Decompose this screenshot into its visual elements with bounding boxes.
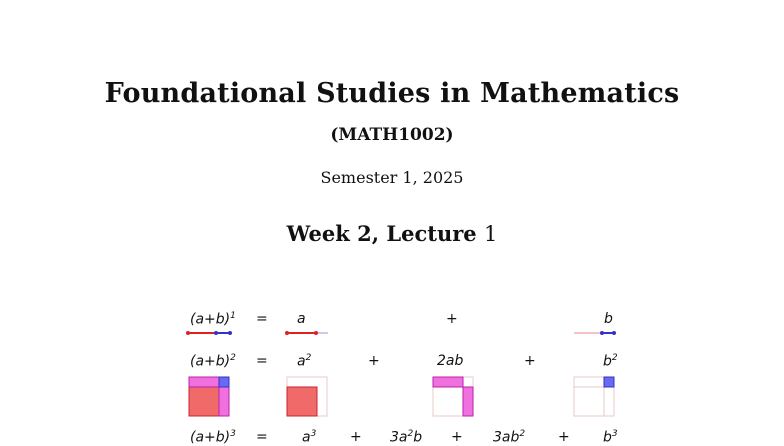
row1-lhs-segment: [186, 331, 232, 335]
week-label: Week 2, Lecture: [286, 221, 477, 246]
row1-term-b: b: [604, 311, 613, 327]
row2-2ab-shape: [432, 376, 474, 417]
row3-equals: =: [256, 429, 268, 445]
row2-term-b2: b2: [603, 353, 618, 370]
course-title: Foundational Studies in Mathematics: [104, 78, 680, 109]
row2-term-2ab: 2ab: [437, 353, 464, 369]
semester-label: Semester 1, 2025: [320, 168, 464, 187]
row2-lhs: (a+b)2: [190, 353, 236, 370]
row2-b2-square: [573, 376, 615, 417]
row3-term-b3: b3: [603, 429, 618, 446]
row1-b-segment: [574, 331, 616, 335]
row2-a2-square: [286, 376, 328, 417]
row2-plus-2: +: [524, 353, 536, 369]
course-code: (MATH1002): [330, 125, 454, 145]
row2-equals: =: [256, 353, 268, 369]
row1-term-a: a: [297, 311, 306, 327]
lecture-number: 1: [483, 222, 498, 246]
row3-plus-1: +: [350, 429, 362, 445]
row1-lhs: (a+b)1: [190, 311, 236, 328]
row1-equals: =: [256, 311, 268, 327]
row2-lhs-square: [188, 376, 230, 417]
row2-term-a2: a2: [297, 353, 312, 370]
row3-plus-2: +: [451, 429, 463, 445]
row3-plus-3: +: [558, 429, 570, 445]
row1-a-segment: [285, 331, 328, 335]
row3-term-a3: a3: [302, 429, 317, 446]
lecture-heading: Week 2, Lecture 1: [0, 221, 784, 246]
row2-plus-1: +: [368, 353, 380, 369]
row1-plus: +: [446, 311, 458, 327]
